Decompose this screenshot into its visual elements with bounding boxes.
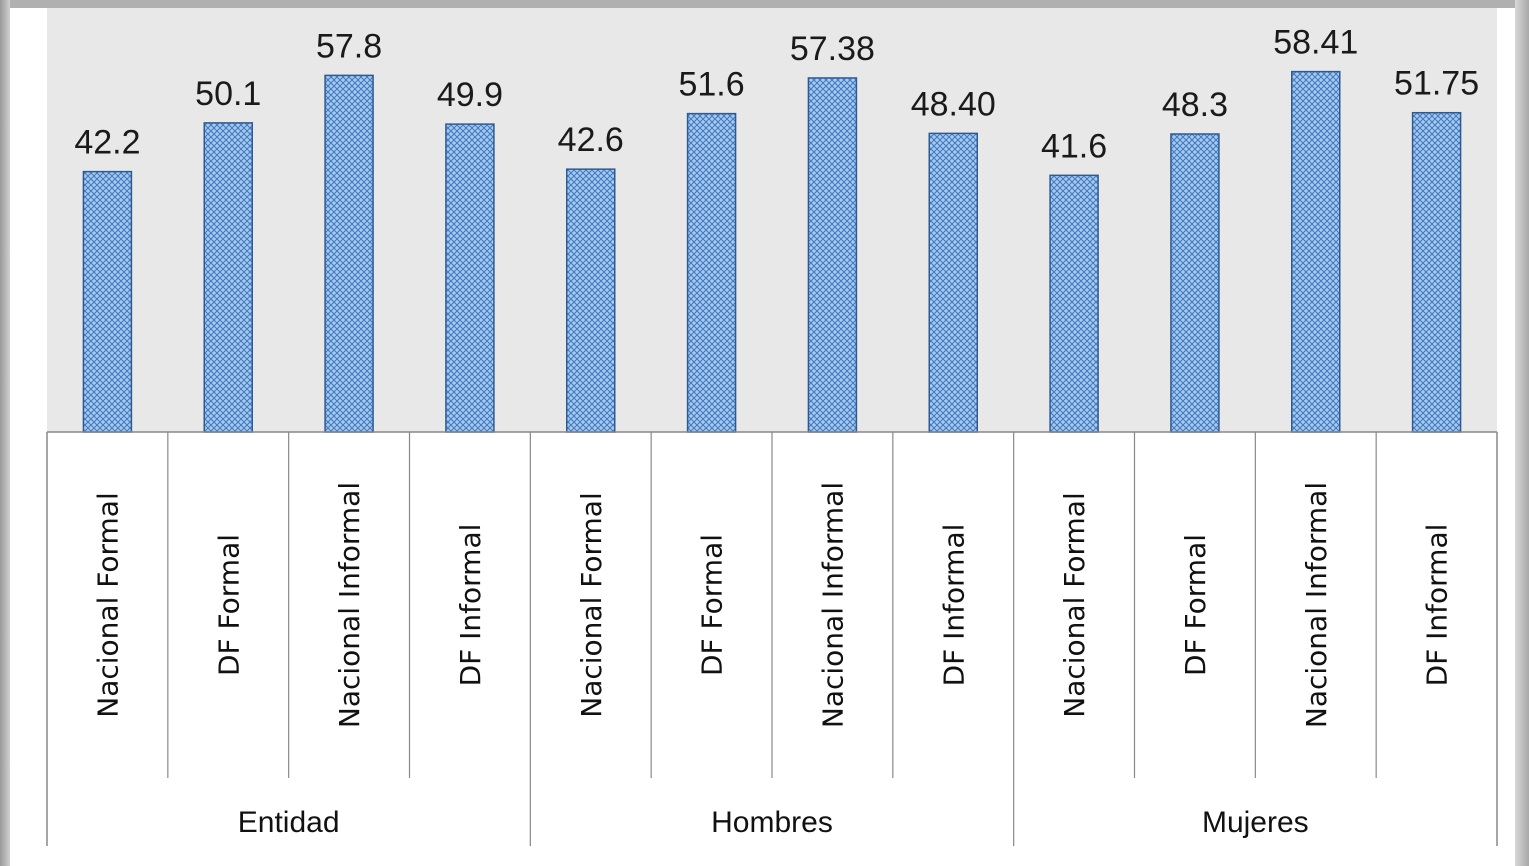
category-label-3: Nacional Informal	[333, 482, 366, 728]
bar-1	[82, 170, 133, 433]
bar-9	[1049, 174, 1099, 433]
bar-10	[1170, 133, 1220, 433]
data-label-10: 48.3	[1162, 86, 1228, 124]
data-label-1: 42.2	[74, 124, 140, 162]
bar-3	[324, 74, 374, 433]
bar-8	[928, 132, 978, 433]
category-label-1: Nacional Formal	[91, 492, 124, 717]
category-label-11: Nacional Informal	[1300, 482, 1333, 728]
data-label-8: 48.40	[911, 85, 996, 123]
window-frame-right	[1515, 0, 1529, 866]
category-label-4: DF Informal	[454, 524, 487, 687]
data-label-7: 57.38	[790, 30, 875, 68]
data-label-6: 51.6	[678, 66, 744, 104]
chart-card: 42.2 50.1 57.8 49.9 42.6 51.6 57.38 48.40 41.6 48…	[10, 8, 1515, 866]
bar-7	[807, 77, 858, 433]
data-label-11: 58.41	[1273, 24, 1358, 62]
category-label-8: DF Informal	[937, 524, 970, 687]
data-label-9: 41.6	[1041, 127, 1107, 165]
category-label-2: DF Formal	[212, 534, 245, 676]
data-label-2: 50.1	[195, 75, 261, 113]
bar-4	[445, 123, 495, 433]
category-label-7: Nacional Informal	[816, 482, 849, 728]
data-label-4: 49.9	[437, 76, 503, 114]
category-label-9: Nacional Formal	[1058, 492, 1091, 717]
value-labels-layer: 42.2 50.1 57.8 49.9 42.6 51.6 57.38 48.40 41.6 48…	[74, 24, 1479, 166]
data-label-12: 51.75	[1394, 65, 1479, 103]
data-label-5: 42.6	[558, 121, 624, 159]
category-axis: Nacional Formal DF Formal Nacional Informa…	[46, 431, 1498, 846]
bar-chart: 42.2 50.1 57.8 49.9 42.6 51.6 57.38 48.40 41.6 48…	[46, 8, 1498, 846]
category-label-6: DF Formal	[696, 534, 729, 676]
data-label-3: 57.8	[316, 27, 382, 65]
window-frame-left	[0, 0, 10, 866]
group-label-mujeres: Mujeres	[1202, 806, 1309, 839]
bars-layer	[82, 70, 1462, 433]
window-frame-top	[0, 0, 1529, 8]
bar-12	[1411, 111, 1462, 433]
category-label-10: DF Formal	[1179, 534, 1212, 676]
plot-area	[47, 8, 1497, 432]
group-label-entidad: Entidad	[238, 806, 340, 839]
bar-2	[203, 122, 253, 433]
bar-5	[566, 168, 616, 433]
bar-6	[686, 112, 737, 433]
category-label-5: Nacional Formal	[575, 492, 608, 717]
group-label-hombres: Hombres	[711, 806, 833, 839]
category-label-12: DF Informal	[1421, 524, 1454, 687]
bar-11	[1291, 70, 1341, 433]
